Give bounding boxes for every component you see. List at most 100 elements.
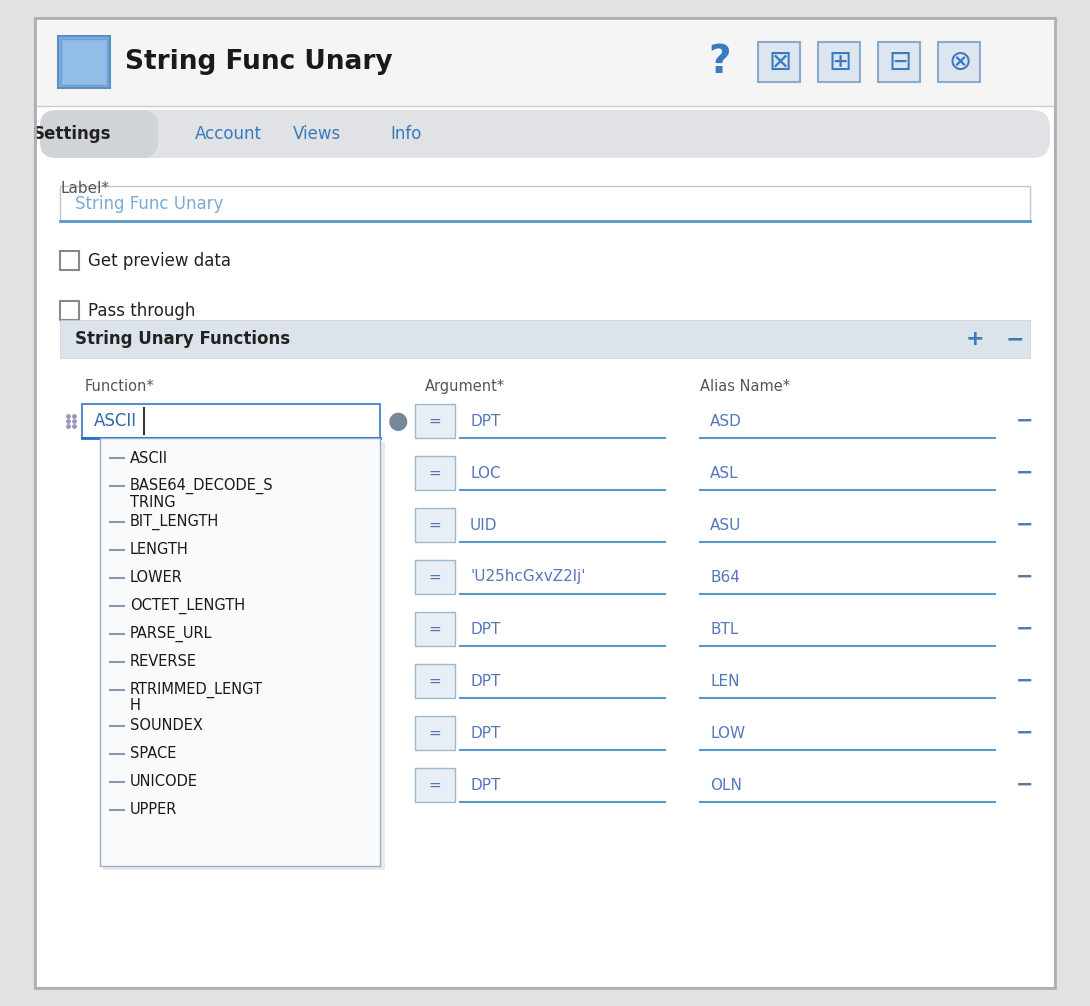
Text: −: −: [1016, 567, 1033, 586]
Text: =: =: [428, 569, 441, 584]
Bar: [415, 664, 455, 698]
Bar: [460, 560, 665, 594]
Bar: [460, 456, 665, 490]
Text: Argument*: Argument*: [425, 378, 506, 393]
Text: B64: B64: [710, 569, 740, 584]
Text: ASU: ASU: [710, 517, 741, 532]
Text: LEN: LEN: [710, 673, 739, 688]
Text: Settings: Settings: [33, 125, 111, 143]
Text: DPT: DPT: [470, 673, 500, 688]
Bar: [60, 320, 1030, 358]
Text: =: =: [428, 725, 441, 740]
Bar: [415, 612, 455, 646]
Bar: [460, 716, 665, 750]
Bar: [700, 560, 995, 594]
Text: DPT: DPT: [470, 778, 500, 793]
Bar: [82, 404, 380, 438]
Bar: [415, 768, 455, 802]
Text: ⊠: ⊠: [768, 48, 791, 76]
Bar: [818, 42, 860, 82]
Text: Label*: Label*: [60, 180, 109, 195]
Text: UPPER: UPPER: [130, 803, 178, 818]
Text: PARSE_URL: PARSE_URL: [130, 626, 213, 642]
Text: H: H: [130, 698, 141, 713]
Text: ⊞: ⊞: [828, 48, 851, 76]
Text: BTL: BTL: [710, 622, 738, 637]
Text: ?: ?: [708, 43, 731, 81]
Bar: [700, 508, 995, 542]
Bar: [102, 442, 385, 870]
Bar: [100, 438, 380, 866]
Text: OCTET_LENGTH: OCTET_LENGTH: [130, 598, 245, 614]
Text: =: =: [428, 778, 441, 793]
Bar: [415, 716, 455, 750]
Text: SPACE: SPACE: [130, 746, 177, 762]
Text: UNICODE: UNICODE: [130, 775, 198, 790]
Text: RTRIMMED_LENGT: RTRIMMED_LENGT: [130, 682, 263, 698]
Text: =: =: [428, 673, 441, 688]
Text: 'U25hcGxvZ2lj': 'U25hcGxvZ2lj': [470, 569, 585, 584]
Bar: [758, 42, 800, 82]
Text: BASE64_DECODE_S: BASE64_DECODE_S: [130, 478, 274, 494]
Text: =: =: [428, 466, 441, 481]
Text: String Unary Functions: String Unary Functions: [75, 330, 290, 348]
Bar: [700, 612, 995, 646]
Bar: [460, 612, 665, 646]
Bar: [35, 18, 1055, 106]
Text: −: −: [1016, 671, 1033, 691]
Bar: [415, 560, 455, 594]
Text: −: −: [1016, 775, 1033, 795]
Text: −: −: [1016, 463, 1033, 483]
Bar: [60, 301, 78, 320]
Bar: [700, 716, 995, 750]
Bar: [700, 664, 995, 698]
Text: Get preview data: Get preview data: [88, 252, 231, 270]
Text: −: −: [1006, 329, 1025, 349]
Text: =: =: [428, 622, 441, 637]
Text: −: −: [1016, 723, 1033, 743]
Text: UID: UID: [470, 517, 497, 532]
Text: +: +: [966, 329, 984, 349]
Text: LOWER: LOWER: [130, 570, 183, 585]
Text: ASCII: ASCII: [94, 412, 137, 430]
Text: LOC: LOC: [470, 466, 500, 481]
Text: ●: ●: [388, 409, 409, 433]
Text: BIT_LENGTH: BIT_LENGTH: [130, 514, 219, 530]
Text: −: −: [1016, 515, 1033, 535]
Text: REVERSE: REVERSE: [130, 655, 197, 670]
Bar: [879, 42, 920, 82]
FancyBboxPatch shape: [40, 110, 1050, 158]
Text: LOW: LOW: [710, 725, 746, 740]
Bar: [415, 456, 455, 490]
Text: =: =: [428, 517, 441, 532]
Text: SOUNDEX: SOUNDEX: [130, 718, 203, 733]
FancyBboxPatch shape: [40, 110, 158, 158]
Text: ⊟: ⊟: [888, 48, 911, 76]
Bar: [60, 252, 78, 270]
Text: Pass through: Pass through: [88, 302, 195, 320]
Text: OLN: OLN: [710, 778, 742, 793]
Text: ASL: ASL: [710, 466, 739, 481]
Text: −: −: [1016, 619, 1033, 639]
Text: String Func Unary: String Func Unary: [125, 49, 392, 75]
Bar: [460, 664, 665, 698]
Bar: [700, 456, 995, 490]
Text: Views: Views: [293, 125, 341, 143]
Bar: [60, 186, 1030, 221]
Text: −: −: [1016, 411, 1033, 431]
Text: ASD: ASD: [710, 413, 742, 429]
Bar: [700, 768, 995, 802]
Bar: [460, 404, 665, 438]
Text: DPT: DPT: [470, 622, 500, 637]
Bar: [58, 36, 110, 88]
Text: DPT: DPT: [470, 725, 500, 740]
Text: ⊗: ⊗: [948, 48, 971, 76]
Text: LENGTH: LENGTH: [130, 542, 189, 557]
Text: TRING: TRING: [130, 495, 175, 509]
Text: Alias Name*: Alias Name*: [700, 378, 790, 393]
Text: =: =: [428, 413, 441, 429]
Text: DPT: DPT: [470, 413, 500, 429]
Bar: [61, 39, 107, 85]
Text: Info: Info: [390, 125, 422, 143]
Text: ASCII: ASCII: [130, 451, 168, 466]
